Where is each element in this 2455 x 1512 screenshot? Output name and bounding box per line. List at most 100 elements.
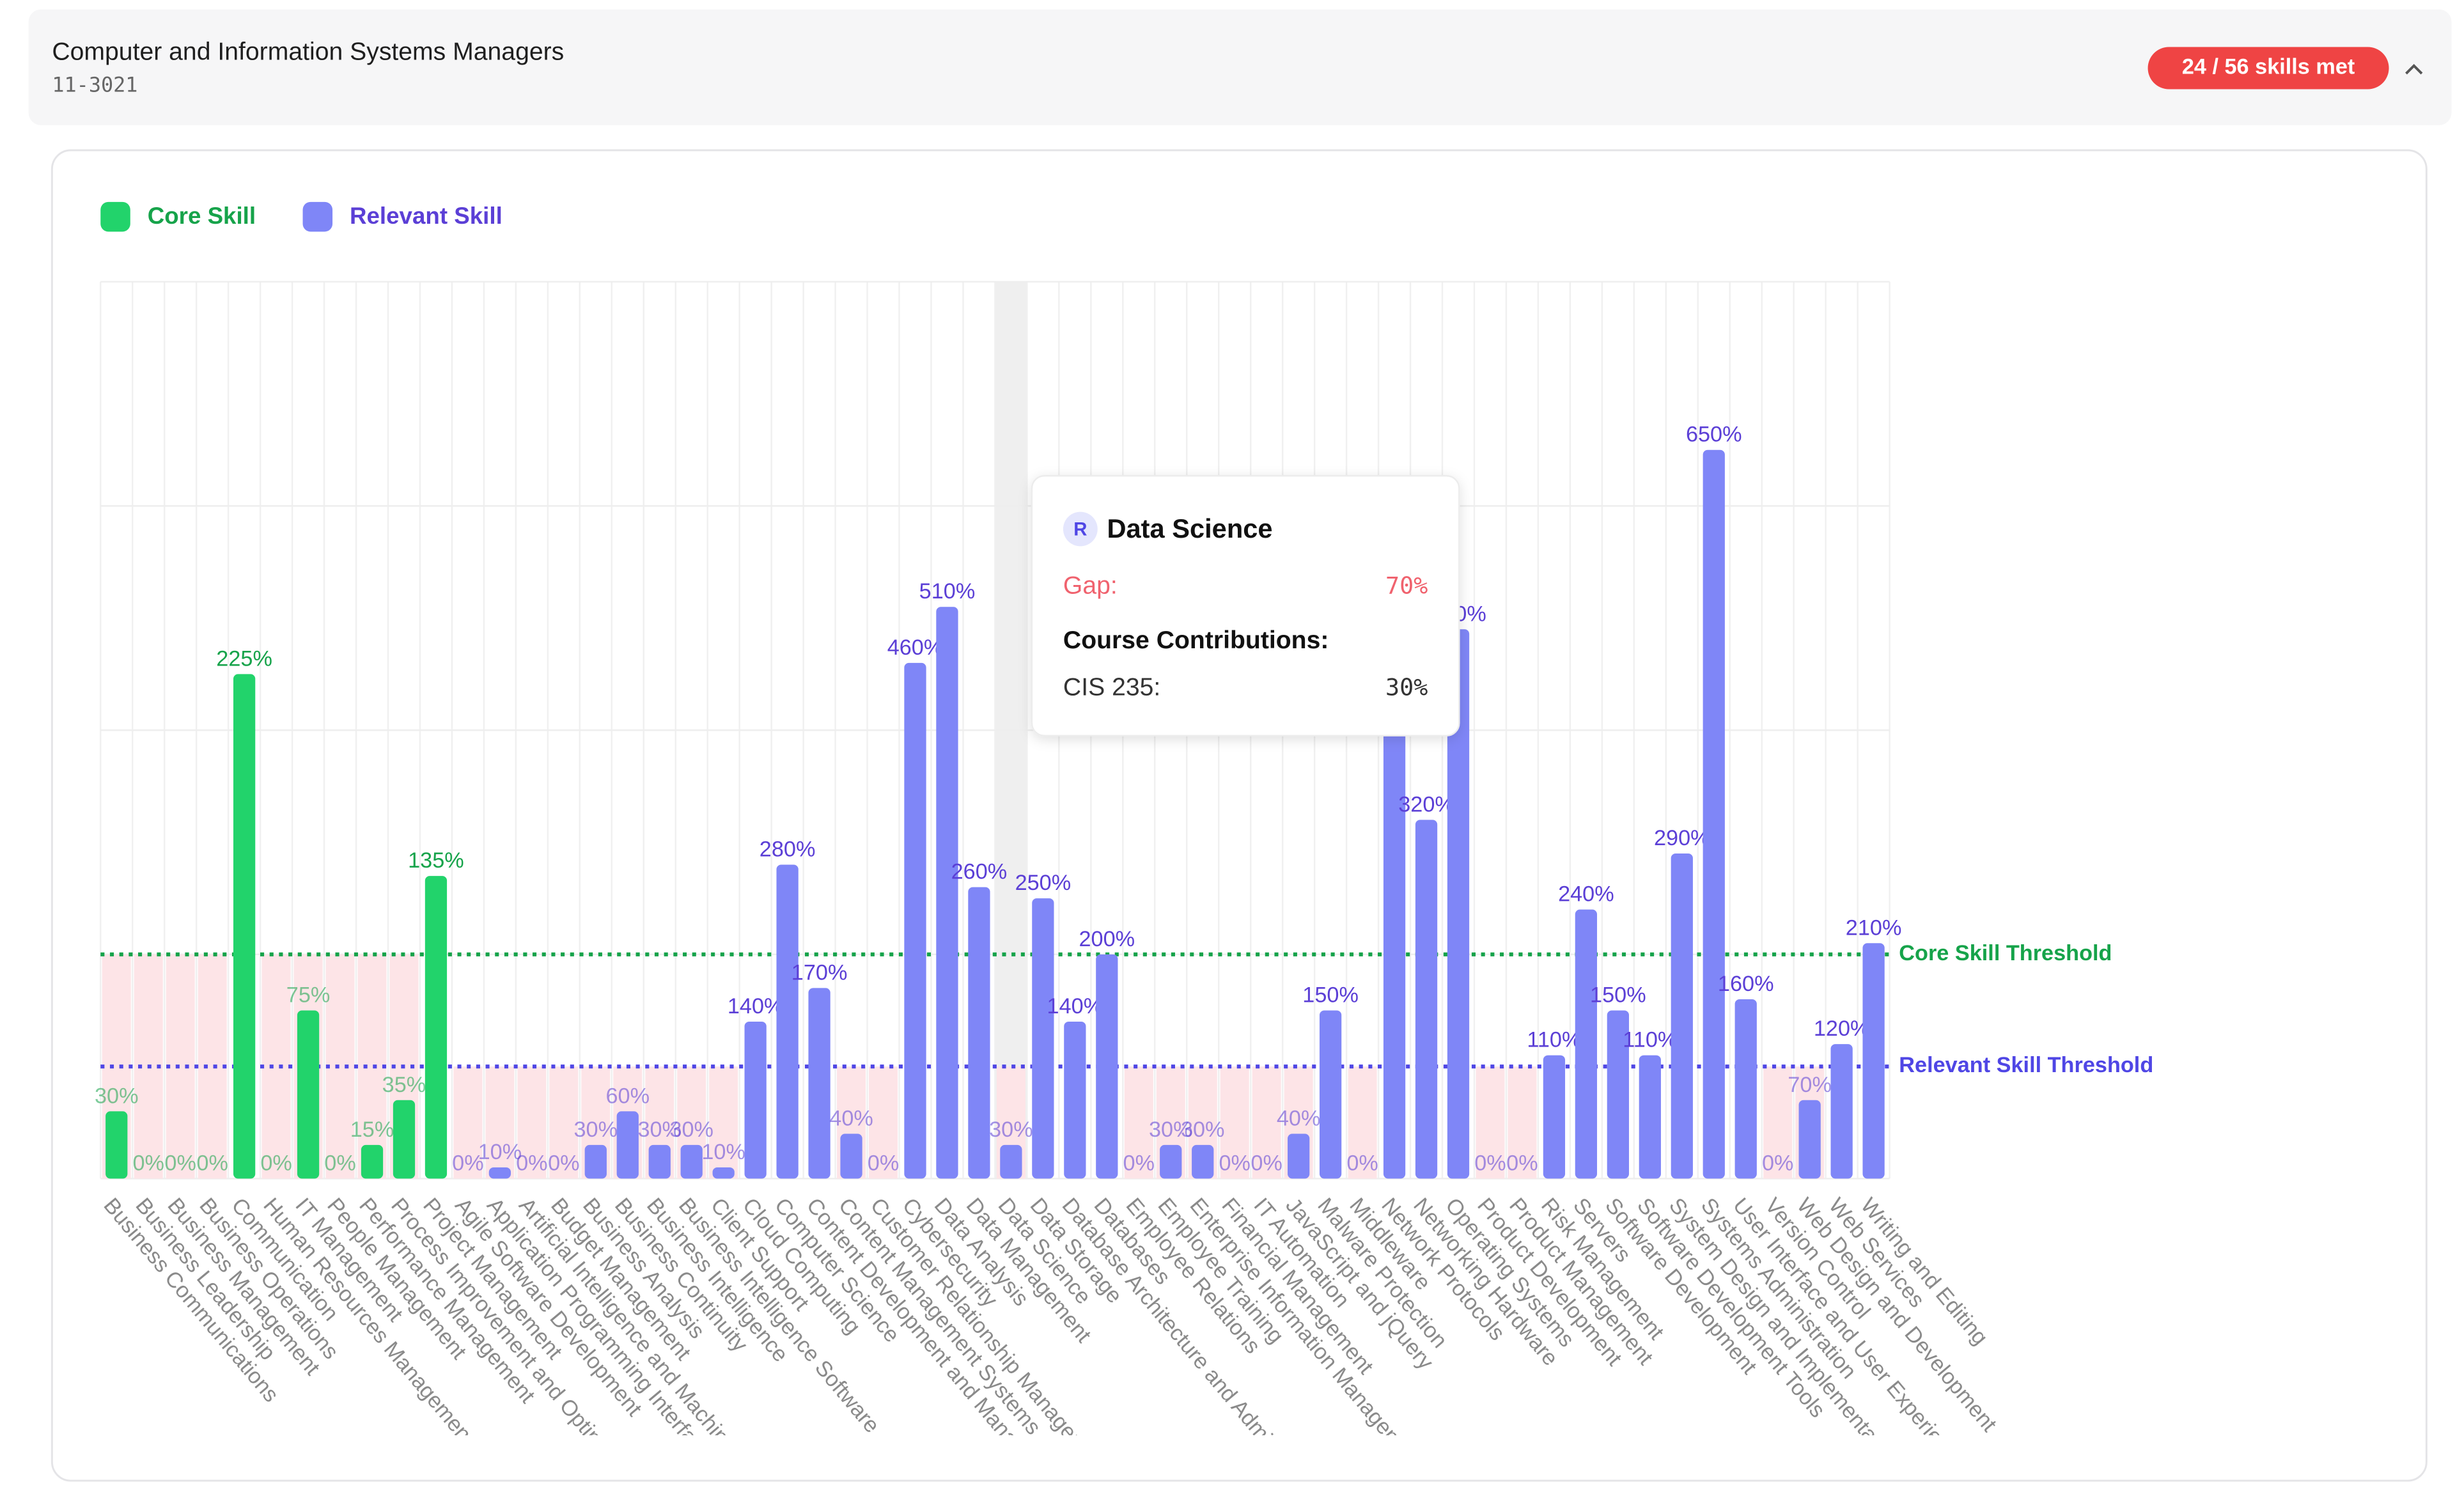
gap-band	[1508, 1066, 1537, 1179]
value-label: 110%	[1623, 1028, 1677, 1052]
legend-label: Core Skill	[148, 203, 256, 229]
value-label: 0%	[516, 1151, 548, 1176]
bar	[904, 662, 926, 1179]
value-label: 30%	[637, 1118, 682, 1142]
value-label: 40%	[829, 1106, 873, 1130]
tooltip-badge	[1063, 511, 1098, 547]
value-label: 30%	[1181, 1118, 1225, 1142]
value-label: 75%	[286, 983, 331, 1008]
bar	[297, 1010, 320, 1179]
value-label: 35%	[382, 1073, 426, 1097]
bar	[1160, 1144, 1182, 1179]
bar	[744, 1022, 767, 1179]
bar	[1543, 1055, 1566, 1179]
bar	[1064, 1022, 1086, 1179]
value-label: 0%	[132, 1151, 164, 1176]
value-label: 0%	[324, 1151, 356, 1176]
value-label: 510%	[919, 579, 976, 604]
value-label: 40%	[1277, 1106, 1321, 1130]
value-label: 210%	[1846, 916, 1902, 940]
occupation-code: 11-3021	[52, 73, 137, 97]
value-label: 10%	[701, 1140, 745, 1164]
value-label: 0%	[1346, 1151, 1378, 1176]
gap-band	[198, 954, 227, 1179]
bar	[840, 1134, 862, 1179]
gap-band	[1220, 1066, 1249, 1179]
legend-swatch	[302, 201, 333, 232]
value-label: 290%	[1654, 826, 1710, 850]
value-label: 0%	[1762, 1151, 1794, 1176]
legend-swatch	[100, 201, 130, 232]
gap-band	[357, 954, 387, 1179]
value-label: 150%	[1302, 983, 1359, 1008]
bar	[1032, 898, 1054, 1179]
value-label: 0%	[868, 1151, 900, 1176]
bar	[233, 674, 256, 1179]
value-label: 0%	[1474, 1151, 1506, 1176]
bar	[1096, 954, 1118, 1179]
bar	[712, 1167, 735, 1179]
value-label: 0%	[260, 1151, 292, 1176]
value-label: 30%	[1149, 1118, 1193, 1142]
bar	[105, 1111, 128, 1179]
value-label: 160%	[1718, 972, 1774, 996]
bar	[1319, 1010, 1342, 1179]
header-card[interactable]	[28, 9, 2452, 125]
legend-label: Relevant Skill	[350, 203, 503, 229]
value-label: 225%	[216, 646, 272, 671]
bar	[776, 864, 799, 1179]
value-label: 70%	[1788, 1073, 1832, 1097]
value-label: 30%	[95, 1084, 139, 1108]
bar	[1639, 1055, 1661, 1179]
gap-band	[549, 1066, 579, 1179]
collapse-chevron[interactable]	[2405, 64, 2423, 75]
bar	[680, 1144, 703, 1179]
plot: Core Skill Threshold Relevant Skill Thres…	[95, 281, 2153, 1435]
course-value: 30%	[1385, 674, 1428, 701]
gap-band	[1252, 1066, 1281, 1179]
skills-badge	[2147, 47, 2389, 90]
value-label: 140%	[1047, 994, 1103, 1018]
value-label: 60%	[605, 1084, 650, 1108]
gap-band	[869, 1066, 898, 1179]
bar	[393, 1100, 416, 1179]
contributions-title: Course Contributions:	[1063, 627, 1329, 654]
bar	[1830, 1044, 1853, 1179]
value-label: 200%	[1079, 927, 1135, 951]
value-label: 30%	[989, 1118, 1033, 1142]
bar	[1671, 853, 1693, 1179]
bar	[1798, 1100, 1821, 1179]
gap-band	[1476, 1066, 1505, 1179]
value-label: 260%	[951, 860, 1008, 884]
bar	[648, 1144, 671, 1179]
bar	[584, 1144, 607, 1179]
tooltip-title: Data Science	[1107, 513, 1272, 543]
bar	[616, 1111, 639, 1179]
gap-band	[517, 1066, 547, 1179]
tooltip-content: R Data Science Gap: 70% Course Contribut…	[1063, 511, 1428, 701]
value-label: 10%	[478, 1140, 522, 1164]
value-label: 135%	[408, 848, 464, 873]
value-label: 120%	[1814, 1017, 1870, 1041]
bar	[968, 887, 990, 1179]
bar	[1192, 1144, 1214, 1179]
gap-band	[453, 1066, 483, 1179]
bar	[1862, 943, 1885, 1179]
bar	[361, 1144, 384, 1179]
bar	[1575, 909, 1598, 1179]
value-label: 240%	[1558, 882, 1614, 907]
bar	[1415, 820, 1438, 1179]
bar	[425, 876, 448, 1179]
gap-band	[166, 954, 195, 1179]
gap-band	[325, 954, 355, 1179]
value-label: 110%	[1527, 1028, 1581, 1052]
bar	[488, 1167, 511, 1179]
value-label: 0%	[452, 1151, 484, 1176]
gap-value: 70%	[1385, 572, 1428, 600]
threshold-label: Core Skill Threshold	[1899, 941, 2112, 965]
gap-band	[1763, 1066, 1793, 1179]
value-label: 15%	[350, 1118, 394, 1142]
bar	[1383, 696, 1406, 1179]
tooltip-badge-text: R	[1073, 519, 1087, 540]
